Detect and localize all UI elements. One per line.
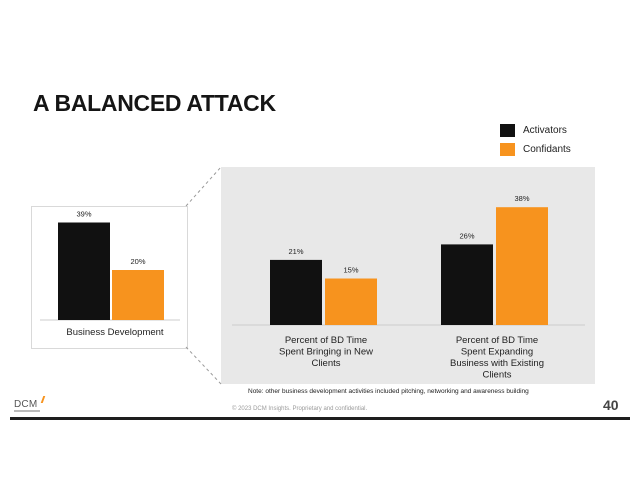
data-label-confidants-0: 20% <box>130 257 145 266</box>
category-label-line: Spent Expanding <box>461 347 533 358</box>
category-label-line: Business Development <box>66 327 164 338</box>
page-number: 40 <box>603 397 619 413</box>
dcm-logo: DCM <box>14 399 38 410</box>
legend-item-activators: Activators <box>500 124 571 137</box>
chart-bd-time-breakdown: 21%15%Percent of BD Time Spent Bringing i… <box>232 194 585 381</box>
data-label-activators-1: 26% <box>459 231 474 240</box>
data-label-activators-0: 39% <box>76 210 91 219</box>
legend-label-activators: Activators <box>523 125 567 136</box>
legend-swatch-activators <box>500 124 515 137</box>
bar-activators-0 <box>58 222 110 320</box>
legend-swatch-confidants <box>500 143 515 156</box>
bar-activators-0 <box>270 259 322 325</box>
category-label-line: Clients <box>311 358 340 369</box>
category-label-line: Business with Existing <box>450 358 544 369</box>
bar-confidants-1 <box>496 207 548 325</box>
legend: Activators Confidants <box>500 124 571 162</box>
bar-activators-1 <box>441 244 493 325</box>
chart-business-development: 39% 20% Business Development <box>40 210 180 338</box>
legend-item-confidants: Confidants <box>500 143 571 156</box>
category-label-1: Percent of BD Time Spent Expanding Busines… <box>450 335 544 381</box>
category-label-0: Percent of BD Time Spent Bringing in New C… <box>279 335 373 369</box>
zoom-connector-top <box>185 166 222 207</box>
bar-confidants-0 <box>112 270 164 320</box>
logo-underline <box>14 410 40 412</box>
copyright: © 2023 DCM Insights. Proprietary and con… <box>232 406 368 412</box>
footer-bar <box>10 417 630 420</box>
data-label-confidants-0: 15% <box>343 266 358 275</box>
zoom-connector-bottom <box>185 346 222 385</box>
category-label-0: Business Development <box>66 327 164 338</box>
category-label-line: Percent of BD Time <box>456 335 538 346</box>
bar-confidants-0 <box>325 278 377 325</box>
footnote: Note: other business development activit… <box>248 388 529 395</box>
category-label-line: Percent of BD Time <box>285 335 367 346</box>
category-label-line: Clients <box>482 370 511 381</box>
data-label-confidants-1: 38% <box>514 194 529 203</box>
data-label-activators-0: 21% <box>288 247 303 256</box>
legend-label-confidants: Confidants <box>523 144 571 155</box>
slide-title: A BALANCED ATTACK <box>33 90 276 116</box>
category-label-line: Spent Bringing in New <box>279 347 373 358</box>
